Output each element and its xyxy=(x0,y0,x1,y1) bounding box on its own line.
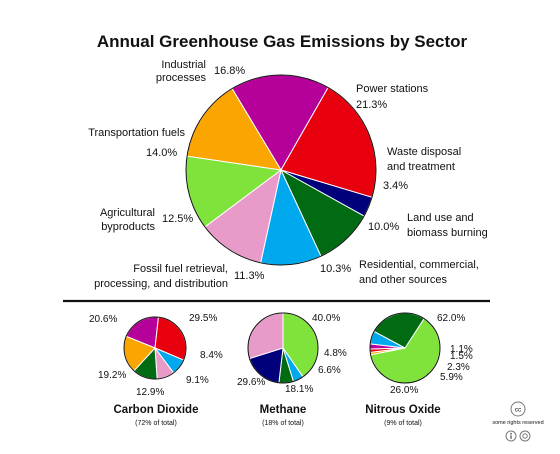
main-label-power: Power stations xyxy=(356,83,429,95)
main-label-transport: Transportation fuels xyxy=(88,127,185,139)
co2-pie-outline xyxy=(123,316,187,380)
small-pies xyxy=(123,312,441,384)
methane-title: Methane xyxy=(260,404,307,416)
n2o-value-power: 1.5% xyxy=(450,351,473,362)
n2o-value-landuse: 26.0% xyxy=(390,385,418,396)
main-label-industrial: Industrial xyxy=(161,59,206,71)
co2-value-residential: 8.4% xyxy=(200,350,223,361)
n2o-value-transport: 1.1% xyxy=(450,344,473,355)
n2o-pie-outline xyxy=(369,312,441,384)
main-label2-landuse: biomass burning xyxy=(407,227,488,239)
main-value-agricultural: 12.5% xyxy=(162,213,193,225)
main-chart-title: Annual Greenhouse Gas Emissions by Secto… xyxy=(97,32,468,51)
co2-value-fossil: 9.1% xyxy=(186,375,209,386)
n2o-value-industrial: 2.3% xyxy=(447,362,470,373)
main-label2-fossil: processing, and distribution xyxy=(94,278,228,290)
cc-share-alike-icon xyxy=(519,430,531,442)
nitrous-oxide-subtitle: (9% of total) xyxy=(384,420,422,427)
co2-value-transport: 19.2% xyxy=(98,370,126,381)
main-pie-outline xyxy=(185,74,377,266)
main-value-power: 21.3% xyxy=(356,99,387,111)
main-value-transport: 14.0% xyxy=(146,147,177,159)
main-label2-residential: and other sources xyxy=(359,274,448,286)
main-value-industrial: 16.8% xyxy=(214,65,245,77)
main-label-residential: Residential, commercial, xyxy=(359,259,479,271)
methane-value-residential: 4.8% xyxy=(324,348,347,359)
small-pie-titles: Carbon Dioxide (72% of total) Methane (1… xyxy=(114,404,441,427)
main-value-residential: 10.3% xyxy=(320,263,351,275)
methane-value-fossil: 29.6% xyxy=(237,377,265,388)
cc-share-alike-arc xyxy=(522,433,528,439)
main-value-waste: 3.4% xyxy=(383,180,408,192)
co2-value-power: 29.5% xyxy=(189,313,217,324)
methane-value-waste: 18.1% xyxy=(285,384,313,395)
co2-title: Carbon Dioxide xyxy=(114,404,199,416)
main-pie xyxy=(185,74,377,266)
cc-attribution-body xyxy=(510,435,512,439)
methane-value-landuse: 6.6% xyxy=(318,365,341,376)
co2-value-landuse: 12.9% xyxy=(136,387,164,398)
main-label-agricultural: Agricultural xyxy=(100,207,155,219)
cc-circle-icon xyxy=(510,401,526,417)
main-label-landuse: Land use and xyxy=(407,212,474,224)
co2-subtitle: (72% of total) xyxy=(135,420,177,427)
cc-attribution-head xyxy=(510,432,512,435)
methane-subtitle: (18% of total) xyxy=(262,420,304,427)
main-label2-agricultural: byproducts xyxy=(101,221,155,233)
n2o-value-agricultural: 62.0% xyxy=(437,313,465,324)
cc-badge-text: cc xyxy=(515,407,522,414)
main-label-waste: Waste disposal xyxy=(387,146,461,158)
co2-value-industrial: 20.6% xyxy=(89,314,117,325)
main-value-fossil: 11.3% xyxy=(234,270,265,282)
creative-commons-badge: cc some rights reserved xyxy=(492,401,544,442)
n2o-value-residential: 5.9% xyxy=(440,372,463,383)
methane-pie-outline xyxy=(247,312,319,384)
main-label-fossil: Fossil fuel retrieval, xyxy=(133,263,228,275)
main-label2-waste: and treatment xyxy=(387,161,455,173)
main-label2-industrial: processes xyxy=(156,72,207,84)
main-value-landuse: 10.0% xyxy=(368,221,399,233)
cc-license-text: some rights reserved xyxy=(492,420,543,426)
methane-value-agricultural: 40.0% xyxy=(312,313,340,324)
small-pie-labels: 20.6% 29.5% 8.4% 9.1% 12.9% 19.2% 40.0% 4.8% 6.6… xyxy=(89,313,473,398)
nitrous-oxide-title: Nitrous Oxide xyxy=(365,404,440,416)
